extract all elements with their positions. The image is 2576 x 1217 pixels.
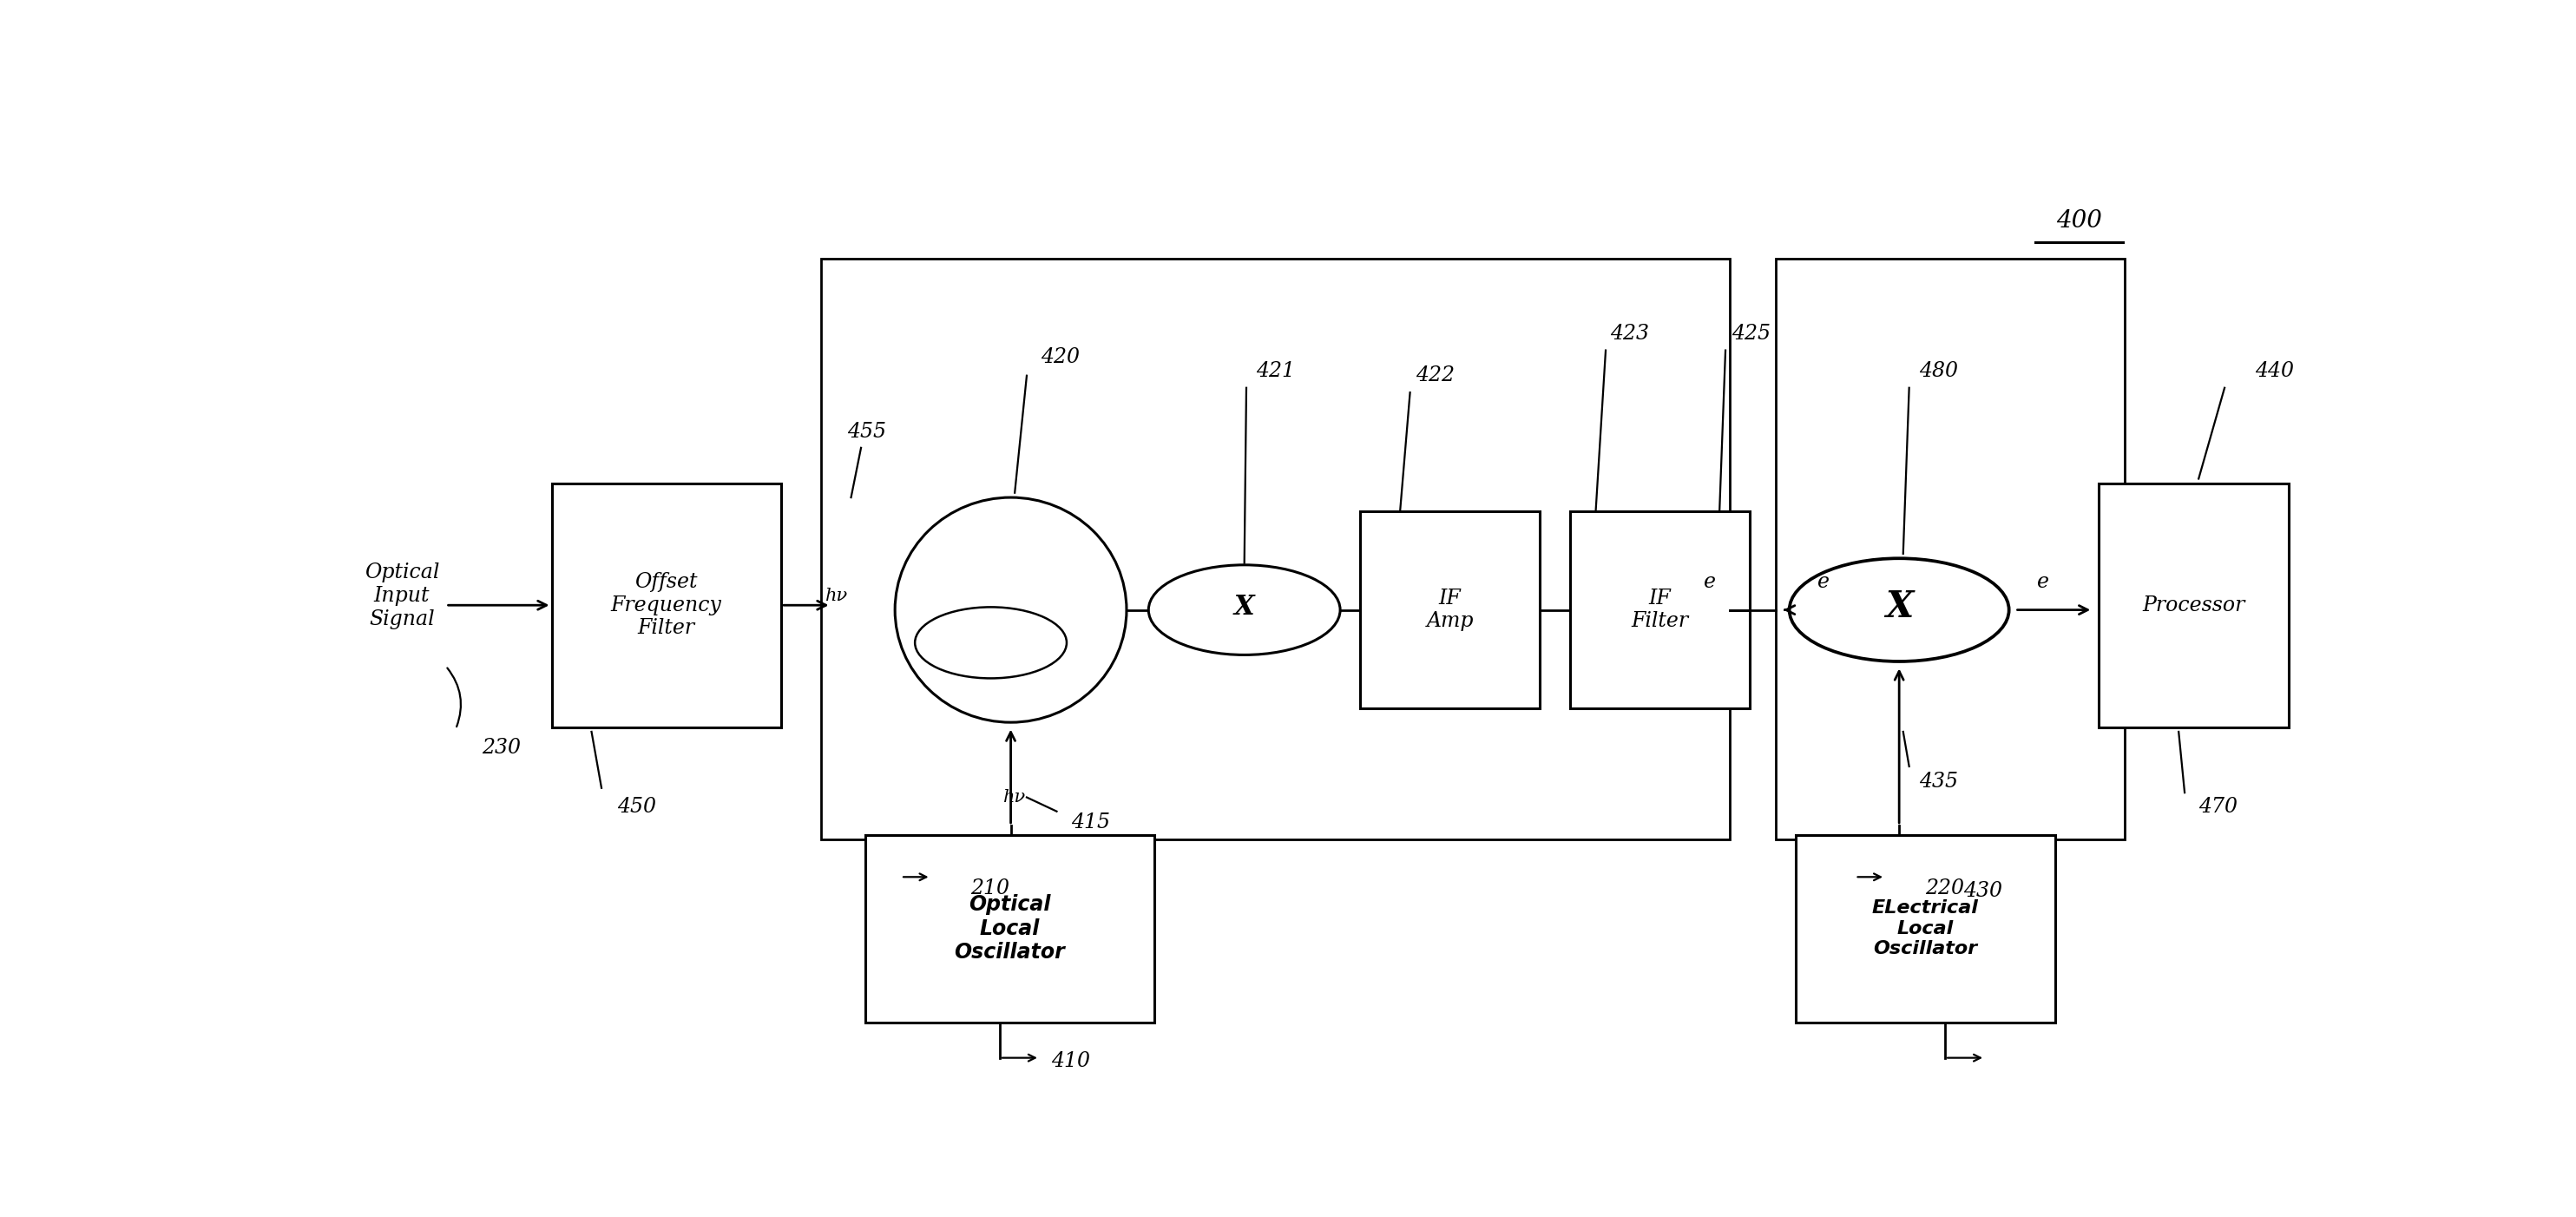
FancyArrowPatch shape [448, 668, 461, 727]
Text: 422: 422 [1417, 365, 1455, 386]
Circle shape [914, 607, 1066, 678]
Text: 455: 455 [848, 422, 886, 442]
Text: e: e [1703, 572, 1716, 591]
Text: 425: 425 [1731, 324, 1770, 343]
Circle shape [1790, 559, 2009, 662]
Text: X: X [1886, 589, 1914, 626]
Text: 400: 400 [2056, 209, 2102, 232]
Text: 210: 210 [971, 879, 1010, 898]
Text: 415: 415 [1072, 813, 1110, 832]
Text: e: e [1816, 572, 1829, 591]
Text: 423: 423 [1610, 324, 1649, 343]
Text: 470: 470 [2200, 797, 2239, 817]
Bar [2099, 483, 2287, 727]
Text: 410: 410 [1051, 1051, 1090, 1071]
Bar [551, 483, 781, 727]
Text: 230: 230 [482, 738, 520, 758]
Bar [822, 258, 1728, 840]
Text: 435: 435 [1919, 772, 1958, 791]
Text: 421: 421 [1257, 361, 1296, 381]
Text: 430: 430 [1963, 881, 2002, 901]
Text: IF
Filter: IF Filter [1631, 588, 1687, 632]
Text: hν: hν [827, 588, 848, 604]
Bar [1569, 511, 1749, 708]
Text: 450: 450 [618, 797, 657, 817]
Text: ELectrical
Local
Oscillator: ELectrical Local Oscillator [1873, 899, 1978, 958]
Text: e: e [2038, 572, 2048, 591]
Text: Processor: Processor [2143, 595, 2246, 616]
Circle shape [1149, 565, 1340, 655]
Ellipse shape [894, 498, 1126, 723]
Text: Optical
Input
Signal: Optical Input Signal [363, 562, 440, 629]
Text: hν: hν [1005, 789, 1025, 806]
Bar [1775, 258, 2125, 840]
Text: 440: 440 [2254, 361, 2293, 381]
Text: 480: 480 [1919, 361, 1958, 381]
Text: IF
Amp: IF Amp [1427, 588, 1473, 632]
Text: Offset
Frequency
Filter: Offset Frequency Filter [611, 572, 721, 638]
Bar [1795, 835, 2056, 1022]
Text: Optical
Local
Oscillator: Optical Local Oscillator [953, 894, 1066, 963]
Bar [1360, 511, 1540, 708]
Bar [866, 835, 1154, 1022]
Text: X: X [1234, 594, 1255, 621]
Text: 420: 420 [1041, 347, 1079, 366]
Text: 220: 220 [1924, 879, 1963, 898]
